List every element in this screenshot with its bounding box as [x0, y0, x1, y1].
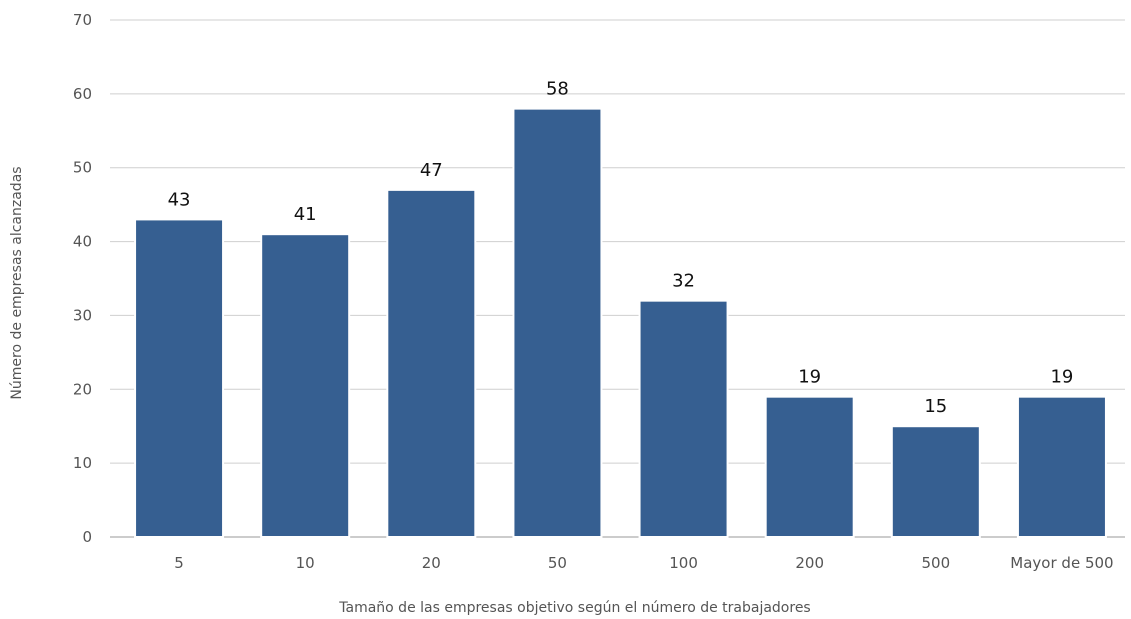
- x-tick-label: 5: [174, 554, 184, 572]
- data-label: 15: [924, 396, 947, 417]
- bar: [512, 107, 603, 538]
- y-tick-label: 10: [73, 454, 92, 472]
- bar: [134, 218, 225, 539]
- x-tick-label: 20: [422, 554, 441, 572]
- data-label: 43: [168, 189, 191, 210]
- bar: [260, 233, 351, 539]
- x-tick-label: Mayor de 500: [1010, 554, 1113, 572]
- y-tick-label: 20: [73, 380, 92, 398]
- bars: [134, 107, 1107, 539]
- y-tick-label: 70: [73, 11, 92, 29]
- x-axis-title: Tamaño de las empresas objetivo según el…: [338, 600, 810, 616]
- bar: [890, 425, 981, 539]
- data-label: 58: [546, 79, 569, 100]
- x-tick-label: 500: [921, 554, 950, 572]
- x-tick-label: 100: [669, 554, 698, 572]
- data-labels: 43 41 47 58 32 19 15 19: [168, 79, 1074, 418]
- y-tick-label: 60: [73, 85, 92, 103]
- bar: [386, 188, 477, 538]
- x-tick-label: 200: [795, 554, 824, 572]
- bar: [764, 395, 855, 538]
- data-label: 19: [798, 367, 821, 388]
- data-label: 32: [672, 271, 695, 292]
- y-tick-label: 50: [73, 159, 92, 177]
- data-label: 41: [294, 204, 317, 225]
- bar: [1016, 395, 1107, 538]
- bar: [638, 299, 729, 538]
- data-label: 47: [420, 160, 443, 181]
- y-tick-label: 0: [82, 528, 92, 546]
- x-tick-label: 50: [548, 554, 567, 572]
- x-axis-ticks: 5 10 20 50 100 200 500 Mayor de 500: [174, 554, 1113, 572]
- y-tick-label: 30: [73, 306, 92, 324]
- y-axis-title: Número de empresas alcanzadas: [9, 166, 25, 399]
- y-tick-label: 40: [73, 233, 92, 251]
- y-axis-ticks: 0 10 20 30 40 50 60 70: [73, 11, 92, 546]
- data-label: 19: [1050, 367, 1073, 388]
- x-tick-label: 10: [296, 554, 315, 572]
